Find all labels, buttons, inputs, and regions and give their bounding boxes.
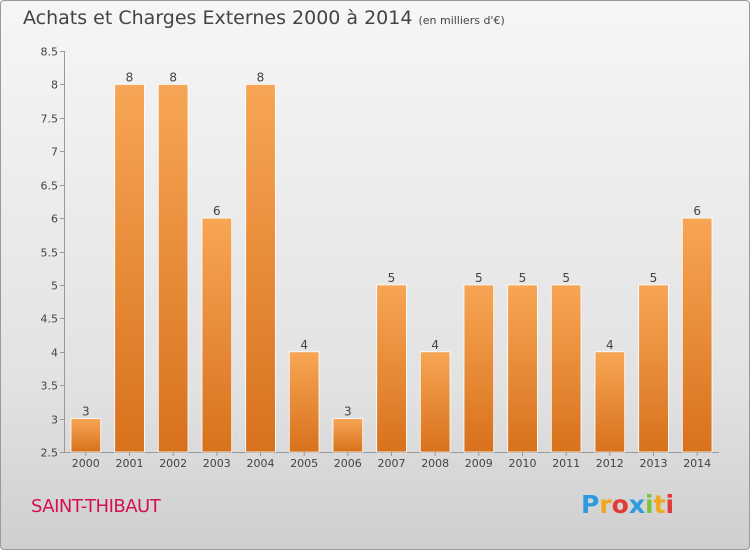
logo-letter: o <box>611 490 629 519</box>
x-tick-label: 2008 <box>421 457 449 470</box>
bar-value-label: 8 <box>169 70 177 84</box>
x-tick-label: 2014 <box>683 457 711 470</box>
bar-value-label: 5 <box>562 271 570 285</box>
bar-2005 <box>288 351 320 453</box>
bar-2000 <box>70 418 102 453</box>
bar-value-label: 4 <box>300 338 308 352</box>
y-tick-label: 4.5 <box>41 313 59 326</box>
x-tick-label: 2011 <box>552 457 580 470</box>
town-name: SAINT-THIBAUT <box>31 496 161 517</box>
y-tick-label: 8.5 <box>41 46 59 59</box>
y-tick-label: 7.5 <box>41 113 59 126</box>
logo-letter: x <box>628 490 645 519</box>
bar-2007 <box>376 284 407 453</box>
x-tick-label: 2006 <box>334 457 362 470</box>
logo-letter: t <box>653 490 666 519</box>
bar-value-label: 5 <box>650 271 658 285</box>
bar-value-label: 6 <box>693 204 701 218</box>
y-tick-label: 3.5 <box>41 380 59 393</box>
x-tick-label: 2001 <box>116 457 144 470</box>
logo-letter: i <box>665 490 675 519</box>
proxiti-logo: Proxiti <box>581 490 674 519</box>
y-tick-label: 4 <box>51 347 58 360</box>
bar-value-label: 3 <box>344 405 352 419</box>
chart-title-text: Achats et Charges Externes 2000 à 2014 <box>23 7 413 29</box>
bar-value-label: 4 <box>606 338 614 352</box>
bar-2009 <box>463 284 495 453</box>
bars-group: 3 8 8 6 8 4 3 5 4 5 5 5 4 5 6 <box>70 70 713 453</box>
bar-value-label: 5 <box>475 271 483 285</box>
y-tick-label: 8 <box>51 79 58 92</box>
y-tick-label: 3 <box>51 414 58 427</box>
x-tick-label: 2002 <box>159 457 187 470</box>
y-tick-label: 6 <box>51 213 58 226</box>
bar-value-label: 4 <box>431 338 439 352</box>
logo-letter: r <box>599 490 612 519</box>
y-tick-label: 7 <box>51 146 58 159</box>
y-tick-label: 5 <box>51 280 58 293</box>
bar-value-label: 8 <box>257 70 265 84</box>
bar-2014 <box>681 217 713 453</box>
x-tick-label: 2010 <box>509 457 537 470</box>
x-tick-label: 2009 <box>465 457 493 470</box>
x-tick-label: 2003 <box>203 457 231 470</box>
chart-subtitle: (en milliers d'€) <box>418 14 505 27</box>
x-tick-label: 2004 <box>247 457 275 470</box>
y-tick-label: 2.5 <box>41 447 59 460</box>
bar-2012 <box>594 351 626 453</box>
bar-value-label: 5 <box>519 271 527 285</box>
chart-title: Achats et Charges Externes 2000 à 2014 (e… <box>23 7 505 29</box>
x-tick-label: 2012 <box>596 457 624 470</box>
bar-value-label: 6 <box>213 204 221 218</box>
x-tick-label: 2005 <box>290 457 318 470</box>
y-axis-ticks: 2.5 3 3.5 4 4.5 5 5.5 6 6.5 7 7.5 8 8.5 <box>41 46 64 460</box>
bar-2002 <box>157 84 189 453</box>
bar-2013 <box>638 284 669 453</box>
logo-letter: P <box>581 490 600 519</box>
y-tick-label: 6.5 <box>41 180 59 193</box>
x-tick-label: 2000 <box>72 457 100 470</box>
bar-value-label: 8 <box>126 70 134 84</box>
bar-2011 <box>550 284 582 453</box>
x-tick-label: 2007 <box>378 457 406 470</box>
bar-2001 <box>114 84 145 453</box>
y-tick-label: 5.5 <box>41 247 59 260</box>
bar-2006 <box>332 418 364 453</box>
bar-2010 <box>507 284 538 453</box>
bar-2008 <box>419 351 451 453</box>
bar-value-label: 3 <box>82 405 90 419</box>
bar-value-label: 5 <box>388 271 396 285</box>
bar-2004 <box>245 84 276 453</box>
x-tick-label: 2013 <box>640 457 668 470</box>
logo-letter: i <box>645 490 654 519</box>
x-axis-ticks: 2000 2001 2002 2003 2004 2005 2006 2007 2008 2009… <box>72 452 711 470</box>
bar-2003 <box>201 217 233 453</box>
